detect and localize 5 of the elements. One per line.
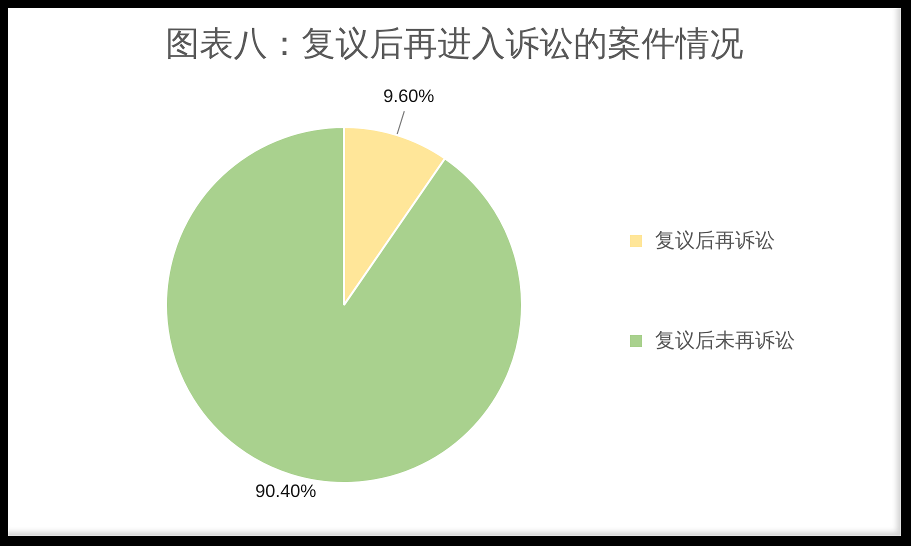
data-label: 9.60%: [383, 86, 434, 106]
data-label: 90.40%: [255, 481, 316, 502]
legend-label: 复议后未再诉讼: [655, 329, 795, 354]
chart-title: 图表八：复议后再进入诉讼的案件情况: [164, 23, 744, 66]
legend-label: 复议后再诉讼: [655, 229, 775, 254]
